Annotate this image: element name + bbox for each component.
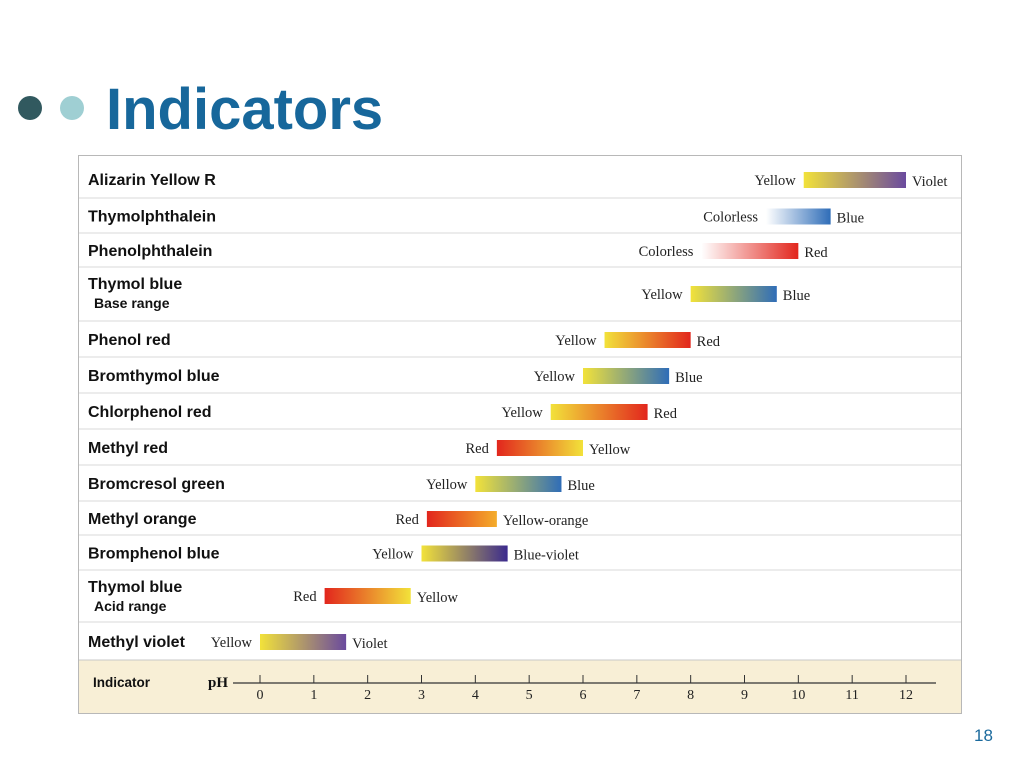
indicator-name: Methyl violet bbox=[88, 634, 186, 651]
transition-bar bbox=[803, 172, 906, 188]
indicator-name: Methyl red bbox=[88, 440, 168, 457]
transition-bar bbox=[690, 286, 777, 302]
high-ph-color-label: Blue bbox=[783, 288, 810, 304]
high-ph-color-label: Violet bbox=[912, 174, 947, 190]
ph-axis-title: pH bbox=[208, 675, 228, 691]
indicator-range-note: Base range bbox=[94, 295, 170, 311]
bullet-dark-icon bbox=[18, 96, 42, 120]
high-ph-color-label: Yellow bbox=[417, 590, 459, 606]
indicator-name: Phenol red bbox=[88, 332, 171, 349]
indicator-name: Thymolphthalein bbox=[88, 209, 216, 226]
transition-bar bbox=[421, 545, 508, 562]
ph-tick-label: 5 bbox=[526, 688, 533, 703]
indicator-name: Chlorphenol red bbox=[88, 404, 212, 421]
low-ph-color-label: Yellow bbox=[426, 477, 468, 493]
transition-bar bbox=[496, 440, 583, 456]
low-ph-color-label: Yellow bbox=[641, 287, 683, 303]
indicator-name: Phenolphthalein bbox=[88, 243, 212, 260]
low-ph-color-label: Yellow bbox=[501, 405, 543, 421]
indicator-name: Alizarin Yellow R bbox=[88, 172, 216, 189]
high-ph-color-label: Red bbox=[804, 245, 828, 261]
low-ph-color-label: Red bbox=[396, 512, 420, 528]
axis-panel bbox=[79, 660, 961, 713]
low-ph-color-label: Colorless bbox=[703, 210, 758, 226]
ph-tick-label: 12 bbox=[899, 688, 913, 703]
transition-bar bbox=[426, 511, 497, 527]
low-ph-color-label: Yellow bbox=[754, 173, 796, 189]
page-number: 18 bbox=[974, 726, 993, 745]
low-ph-color-label: Colorless bbox=[639, 244, 694, 260]
transition-bar bbox=[475, 476, 562, 492]
transition-bar bbox=[260, 634, 347, 650]
slide-title: Indicators bbox=[106, 77, 384, 142]
high-ph-color-label: Blue bbox=[567, 478, 594, 494]
indicator-name: Thymol blue bbox=[88, 276, 182, 293]
transition-bar bbox=[583, 368, 670, 384]
high-ph-color-label: Yellow bbox=[589, 442, 631, 458]
low-ph-color-label: Yellow bbox=[211, 635, 253, 651]
high-ph-color-label: Yellow-orange bbox=[503, 513, 589, 529]
low-ph-color-label: Yellow bbox=[372, 547, 414, 563]
ph-tick-label: 11 bbox=[845, 688, 858, 703]
transition-bar bbox=[766, 208, 831, 225]
ph-tick-label: 4 bbox=[472, 688, 479, 703]
low-ph-color-label: Red bbox=[466, 441, 490, 457]
ph-tick-label: 6 bbox=[580, 688, 587, 703]
indicator-chart-svg: Alizarin Yellow R Yellow Violet Thymolphtha… bbox=[79, 172, 961, 713]
high-ph-color-label: Blue-violet bbox=[514, 548, 579, 564]
indicator-name: Bromphenol blue bbox=[88, 546, 220, 563]
indicator-chart: Alizarin Yellow R Yellow Violet Thymolphtha… bbox=[78, 155, 962, 714]
low-ph-color-label: Yellow bbox=[555, 333, 597, 349]
indicator-range-note: Acid range bbox=[94, 598, 167, 614]
indicator-column-header: Indicator bbox=[93, 675, 151, 690]
high-ph-color-label: Red bbox=[697, 334, 721, 350]
low-ph-color-label: Red bbox=[293, 589, 317, 605]
ph-tick-label: 10 bbox=[791, 688, 805, 703]
ph-tick-label: 7 bbox=[633, 688, 640, 703]
transition-bar bbox=[604, 332, 691, 348]
high-ph-color-label: Red bbox=[654, 406, 678, 422]
ph-tick-label: 9 bbox=[741, 688, 748, 703]
high-ph-color-label: Blue bbox=[675, 370, 702, 386]
indicator-name: Bromcresol green bbox=[88, 476, 225, 493]
ph-tick-label: 0 bbox=[257, 688, 264, 703]
transition-bar bbox=[550, 404, 648, 420]
transition-bar bbox=[701, 243, 799, 259]
indicator-name: Methyl orange bbox=[88, 511, 197, 528]
indicator-name: Thymol blue bbox=[88, 579, 182, 596]
transition-bar bbox=[324, 588, 411, 604]
ph-tick-label: 1 bbox=[310, 688, 317, 703]
indicator-name: Bromthymol blue bbox=[88, 368, 220, 385]
bullet-light-icon bbox=[60, 96, 84, 120]
ph-tick-label: 8 bbox=[687, 688, 694, 703]
ph-tick-label: 3 bbox=[418, 688, 425, 703]
ph-tick-label: 2 bbox=[364, 688, 371, 703]
high-ph-color-label: Blue bbox=[837, 211, 864, 227]
low-ph-color-label: Yellow bbox=[534, 369, 576, 385]
high-ph-color-label: Violet bbox=[352, 636, 387, 652]
